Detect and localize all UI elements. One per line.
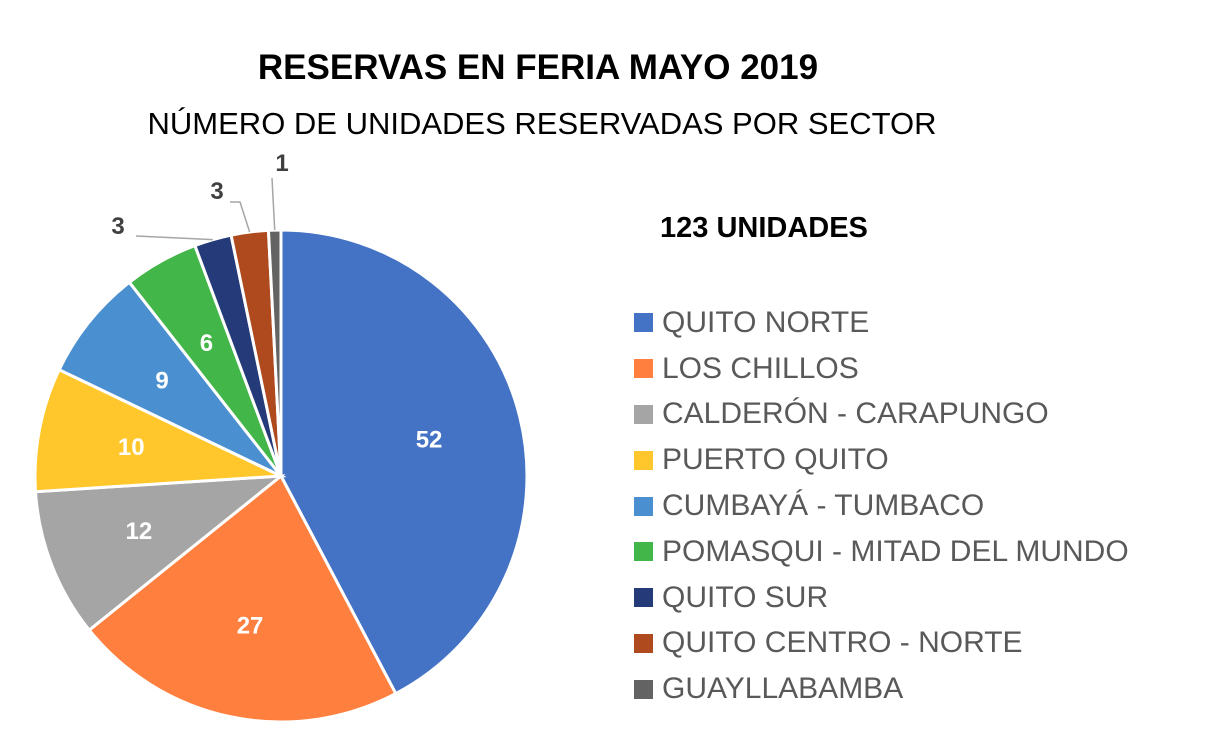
legend-swatch bbox=[634, 633, 653, 653]
pie-slice-5 bbox=[57, 280, 283, 478]
legend-item: POMASQUI - MITAD DEL MUNDO bbox=[634, 529, 1129, 575]
pie-slice-4 bbox=[33, 367, 287, 494]
data-label-4: 10 bbox=[118, 434, 145, 461]
data-label-5: 9 bbox=[155, 367, 168, 394]
legend-item: PUERTO QUITO bbox=[634, 437, 1129, 483]
legend-item: QUITO NORTE bbox=[634, 300, 1129, 346]
pie-slice-1 bbox=[279, 228, 529, 696]
legend-label: POMASQUI - MITAD DEL MUNDO bbox=[662, 534, 1129, 568]
legend-item: QUITO SUR bbox=[634, 575, 1129, 621]
data-label-9: 1 bbox=[275, 150, 288, 177]
legend-swatch bbox=[634, 359, 653, 379]
legend-label: QUITO CENTRO - NORTE bbox=[662, 626, 1023, 660]
legend-label: CALDERÓN - CARAPUNGO bbox=[662, 397, 1049, 431]
legend-swatch bbox=[634, 679, 653, 699]
pie-slice-2 bbox=[87, 473, 398, 724]
leader-line-7 bbox=[135, 235, 213, 241]
data-label-6: 6 bbox=[200, 330, 213, 357]
pie-slice-3 bbox=[33, 474, 286, 633]
legend-label: LOS CHILLOS bbox=[662, 351, 859, 385]
data-label-2: 27 bbox=[237, 612, 264, 639]
legend-label: QUITO NORTE bbox=[662, 305, 870, 339]
data-label-1: 52 bbox=[416, 426, 443, 453]
legend-swatch bbox=[634, 313, 653, 333]
total-units-annotation: 123 UNIDADES bbox=[660, 212, 868, 244]
legend-item: QUITO CENTRO - NORTE bbox=[634, 621, 1129, 667]
legend-item: LOS CHILLOS bbox=[634, 346, 1129, 392]
legend-swatch bbox=[634, 496, 653, 516]
chart-title: RESERVAS EN FERIA MAYO 2019 bbox=[257, 48, 819, 87]
pie-slice-9 bbox=[266, 228, 283, 477]
legend-label: QUITO SUR bbox=[662, 580, 829, 614]
data-label-7: 3 bbox=[111, 213, 124, 240]
legend-label: PUERTO QUITO bbox=[662, 443, 889, 477]
data-label-3: 12 bbox=[125, 518, 152, 545]
data-label-8: 3 bbox=[210, 178, 223, 205]
legend-swatch bbox=[634, 588, 653, 608]
leader-line-8 bbox=[230, 201, 251, 233]
legend-item: CALDERÓN - CARAPUNGO bbox=[634, 392, 1129, 438]
legend-swatch bbox=[634, 450, 653, 470]
legend-swatch bbox=[634, 542, 653, 562]
legend: QUITO NORTE LOS CHILLOS CALDERÓN - CARAPUN… bbox=[634, 300, 1129, 712]
legend-swatch bbox=[634, 404, 653, 424]
chart-subtitle: NÚMERO DE UNIDADES RESERVADAS POR SECTOR bbox=[147, 106, 937, 141]
legend-label: CUMBAYÁ - TUMBACO bbox=[662, 489, 985, 523]
legend-item: GUAYLLABAMBA bbox=[634, 666, 1129, 712]
legend-label: GUAYLLABAMBA bbox=[662, 672, 904, 706]
leader-line-9 bbox=[271, 177, 276, 231]
legend-item: CUMBAYÁ - TUMBACO bbox=[634, 483, 1129, 529]
